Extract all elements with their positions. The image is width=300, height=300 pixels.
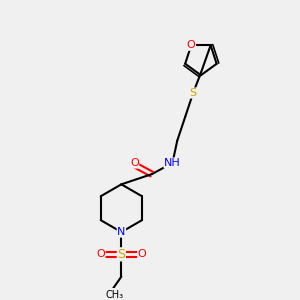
Text: CH₃: CH₃ <box>106 290 124 300</box>
Text: O: O <box>96 249 105 259</box>
Text: S: S <box>117 248 125 261</box>
Text: N: N <box>117 227 126 237</box>
Text: O: O <box>138 249 146 259</box>
Text: O: O <box>130 158 139 168</box>
Text: S: S <box>190 88 197 98</box>
Text: NH: NH <box>164 158 181 168</box>
Text: O: O <box>187 40 196 50</box>
